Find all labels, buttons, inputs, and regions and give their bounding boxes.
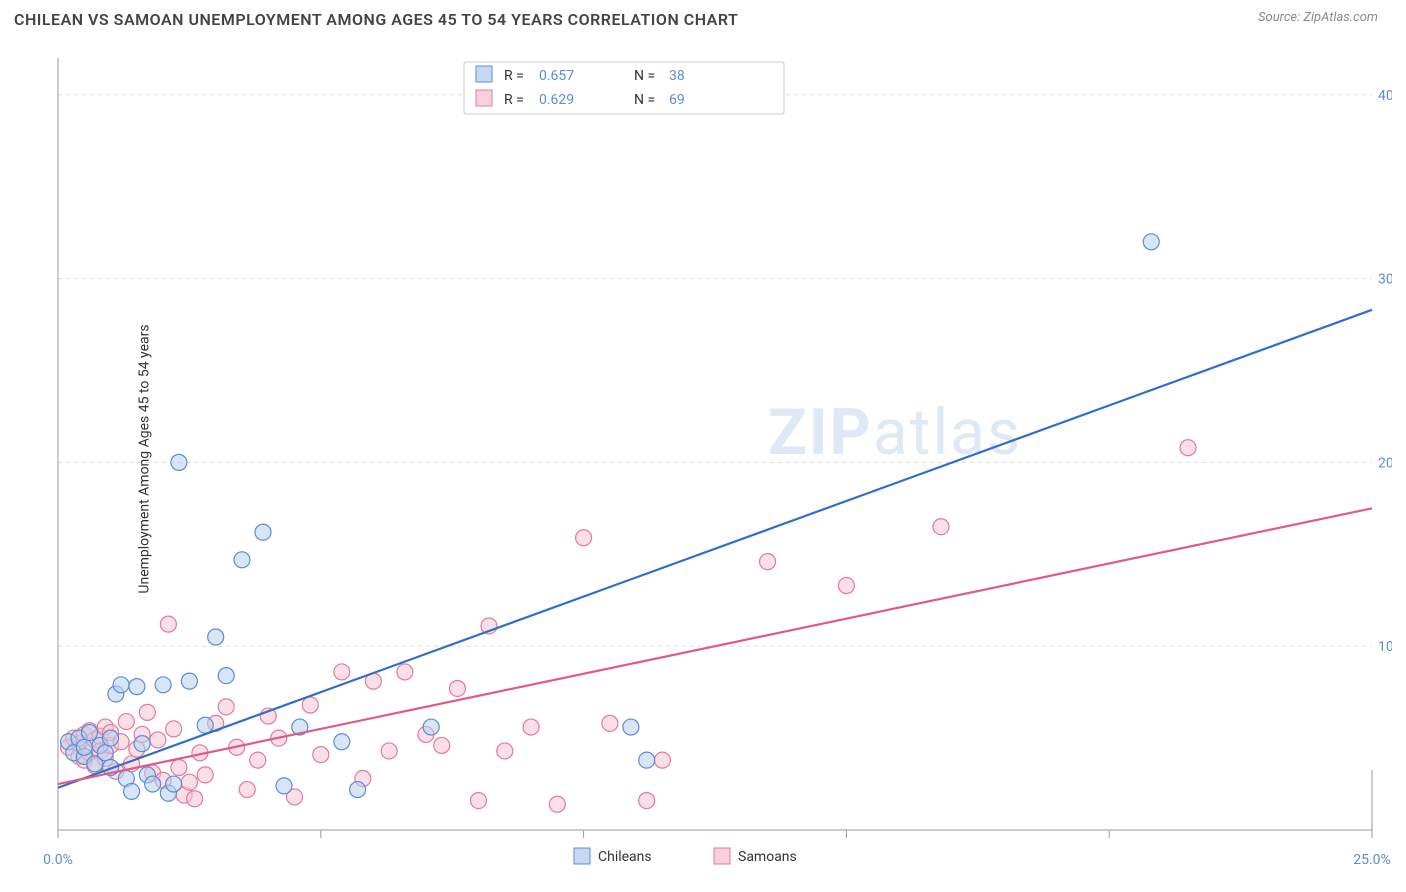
data-point xyxy=(181,774,197,790)
data-point xyxy=(208,629,224,645)
data-point xyxy=(145,776,161,792)
y-tick-label: 10.0% xyxy=(1378,639,1392,655)
legend-n-value: 69 xyxy=(669,92,685,108)
data-point xyxy=(1180,440,1196,456)
data-point xyxy=(1143,234,1159,250)
data-point xyxy=(118,714,134,730)
data-point xyxy=(160,616,176,632)
legend-r-label: R = xyxy=(504,92,524,108)
data-point xyxy=(155,677,171,693)
data-point xyxy=(497,743,513,759)
chart-title: CHILEAN VS SAMOAN UNEMPLOYMENT AMONG AGE… xyxy=(14,10,738,29)
data-point xyxy=(113,677,129,693)
data-point xyxy=(423,719,439,735)
data-point xyxy=(129,679,145,695)
data-point xyxy=(470,793,486,809)
data-point xyxy=(313,747,329,763)
data-point xyxy=(334,664,350,680)
data-point xyxy=(82,725,98,741)
data-point xyxy=(124,783,140,799)
data-point xyxy=(302,697,318,713)
data-point xyxy=(234,552,250,568)
legend-r-value: 0.629 xyxy=(539,92,574,108)
data-point xyxy=(549,796,565,812)
legend-series-label: Chileans xyxy=(598,849,652,865)
legend-r-value: 0.657 xyxy=(539,68,574,84)
data-point xyxy=(838,578,854,594)
legend-swatch xyxy=(574,848,590,864)
data-point xyxy=(639,752,655,768)
data-point xyxy=(197,767,213,783)
data-point xyxy=(250,752,266,768)
data-point xyxy=(576,530,592,546)
legend-n-label: N = xyxy=(634,92,655,108)
data-point xyxy=(434,737,450,753)
data-point xyxy=(166,721,182,737)
data-point xyxy=(523,719,539,735)
legend-swatch xyxy=(714,848,730,864)
data-point xyxy=(218,668,234,684)
data-point xyxy=(654,752,670,768)
data-point xyxy=(103,730,119,746)
data-point xyxy=(350,782,366,798)
data-point xyxy=(381,743,397,759)
data-point xyxy=(150,732,166,748)
data-point xyxy=(166,776,182,792)
data-point xyxy=(239,782,255,798)
data-point xyxy=(397,664,413,680)
data-point xyxy=(760,554,776,570)
watermark: ZIPatlas xyxy=(768,395,1022,470)
x-tick-label: 0.0% xyxy=(43,852,73,868)
y-tick-label: 40.0% xyxy=(1378,88,1392,104)
y-tick-label: 20.0% xyxy=(1378,455,1392,471)
y-axis-label: Unemployment Among Ages 45 to 54 years xyxy=(137,324,153,593)
data-point xyxy=(76,739,92,755)
legend-n-value: 38 xyxy=(669,68,685,84)
data-point xyxy=(449,680,465,696)
source-attribution: Source: ZipAtlas.com xyxy=(1258,10,1378,25)
data-point xyxy=(255,524,271,540)
data-point xyxy=(139,704,155,720)
data-point xyxy=(639,793,655,809)
x-tick-label: 25.0% xyxy=(1353,852,1391,868)
y-tick-label: 30.0% xyxy=(1378,272,1392,288)
data-point xyxy=(171,454,187,470)
data-point xyxy=(218,699,234,715)
data-point xyxy=(97,745,113,761)
data-point xyxy=(276,778,292,794)
data-point xyxy=(134,736,150,752)
legend-n-label: N = xyxy=(634,68,655,84)
scatter-chart: 10.0% 20.0% 30.0% 40.0% ZIPatlas 0.0% 25.0% R =… xyxy=(14,40,1392,878)
data-point xyxy=(187,791,203,807)
data-point xyxy=(602,715,618,731)
data-point xyxy=(197,717,213,733)
legend-swatch xyxy=(476,66,492,82)
legend-r-label: R = xyxy=(504,68,524,84)
data-point xyxy=(181,673,197,689)
data-point xyxy=(334,734,350,750)
data-point xyxy=(623,719,639,735)
legend-series-label: Samoans xyxy=(738,849,797,865)
data-point xyxy=(171,760,187,776)
legend-swatch xyxy=(476,90,492,106)
data-point xyxy=(933,519,949,535)
